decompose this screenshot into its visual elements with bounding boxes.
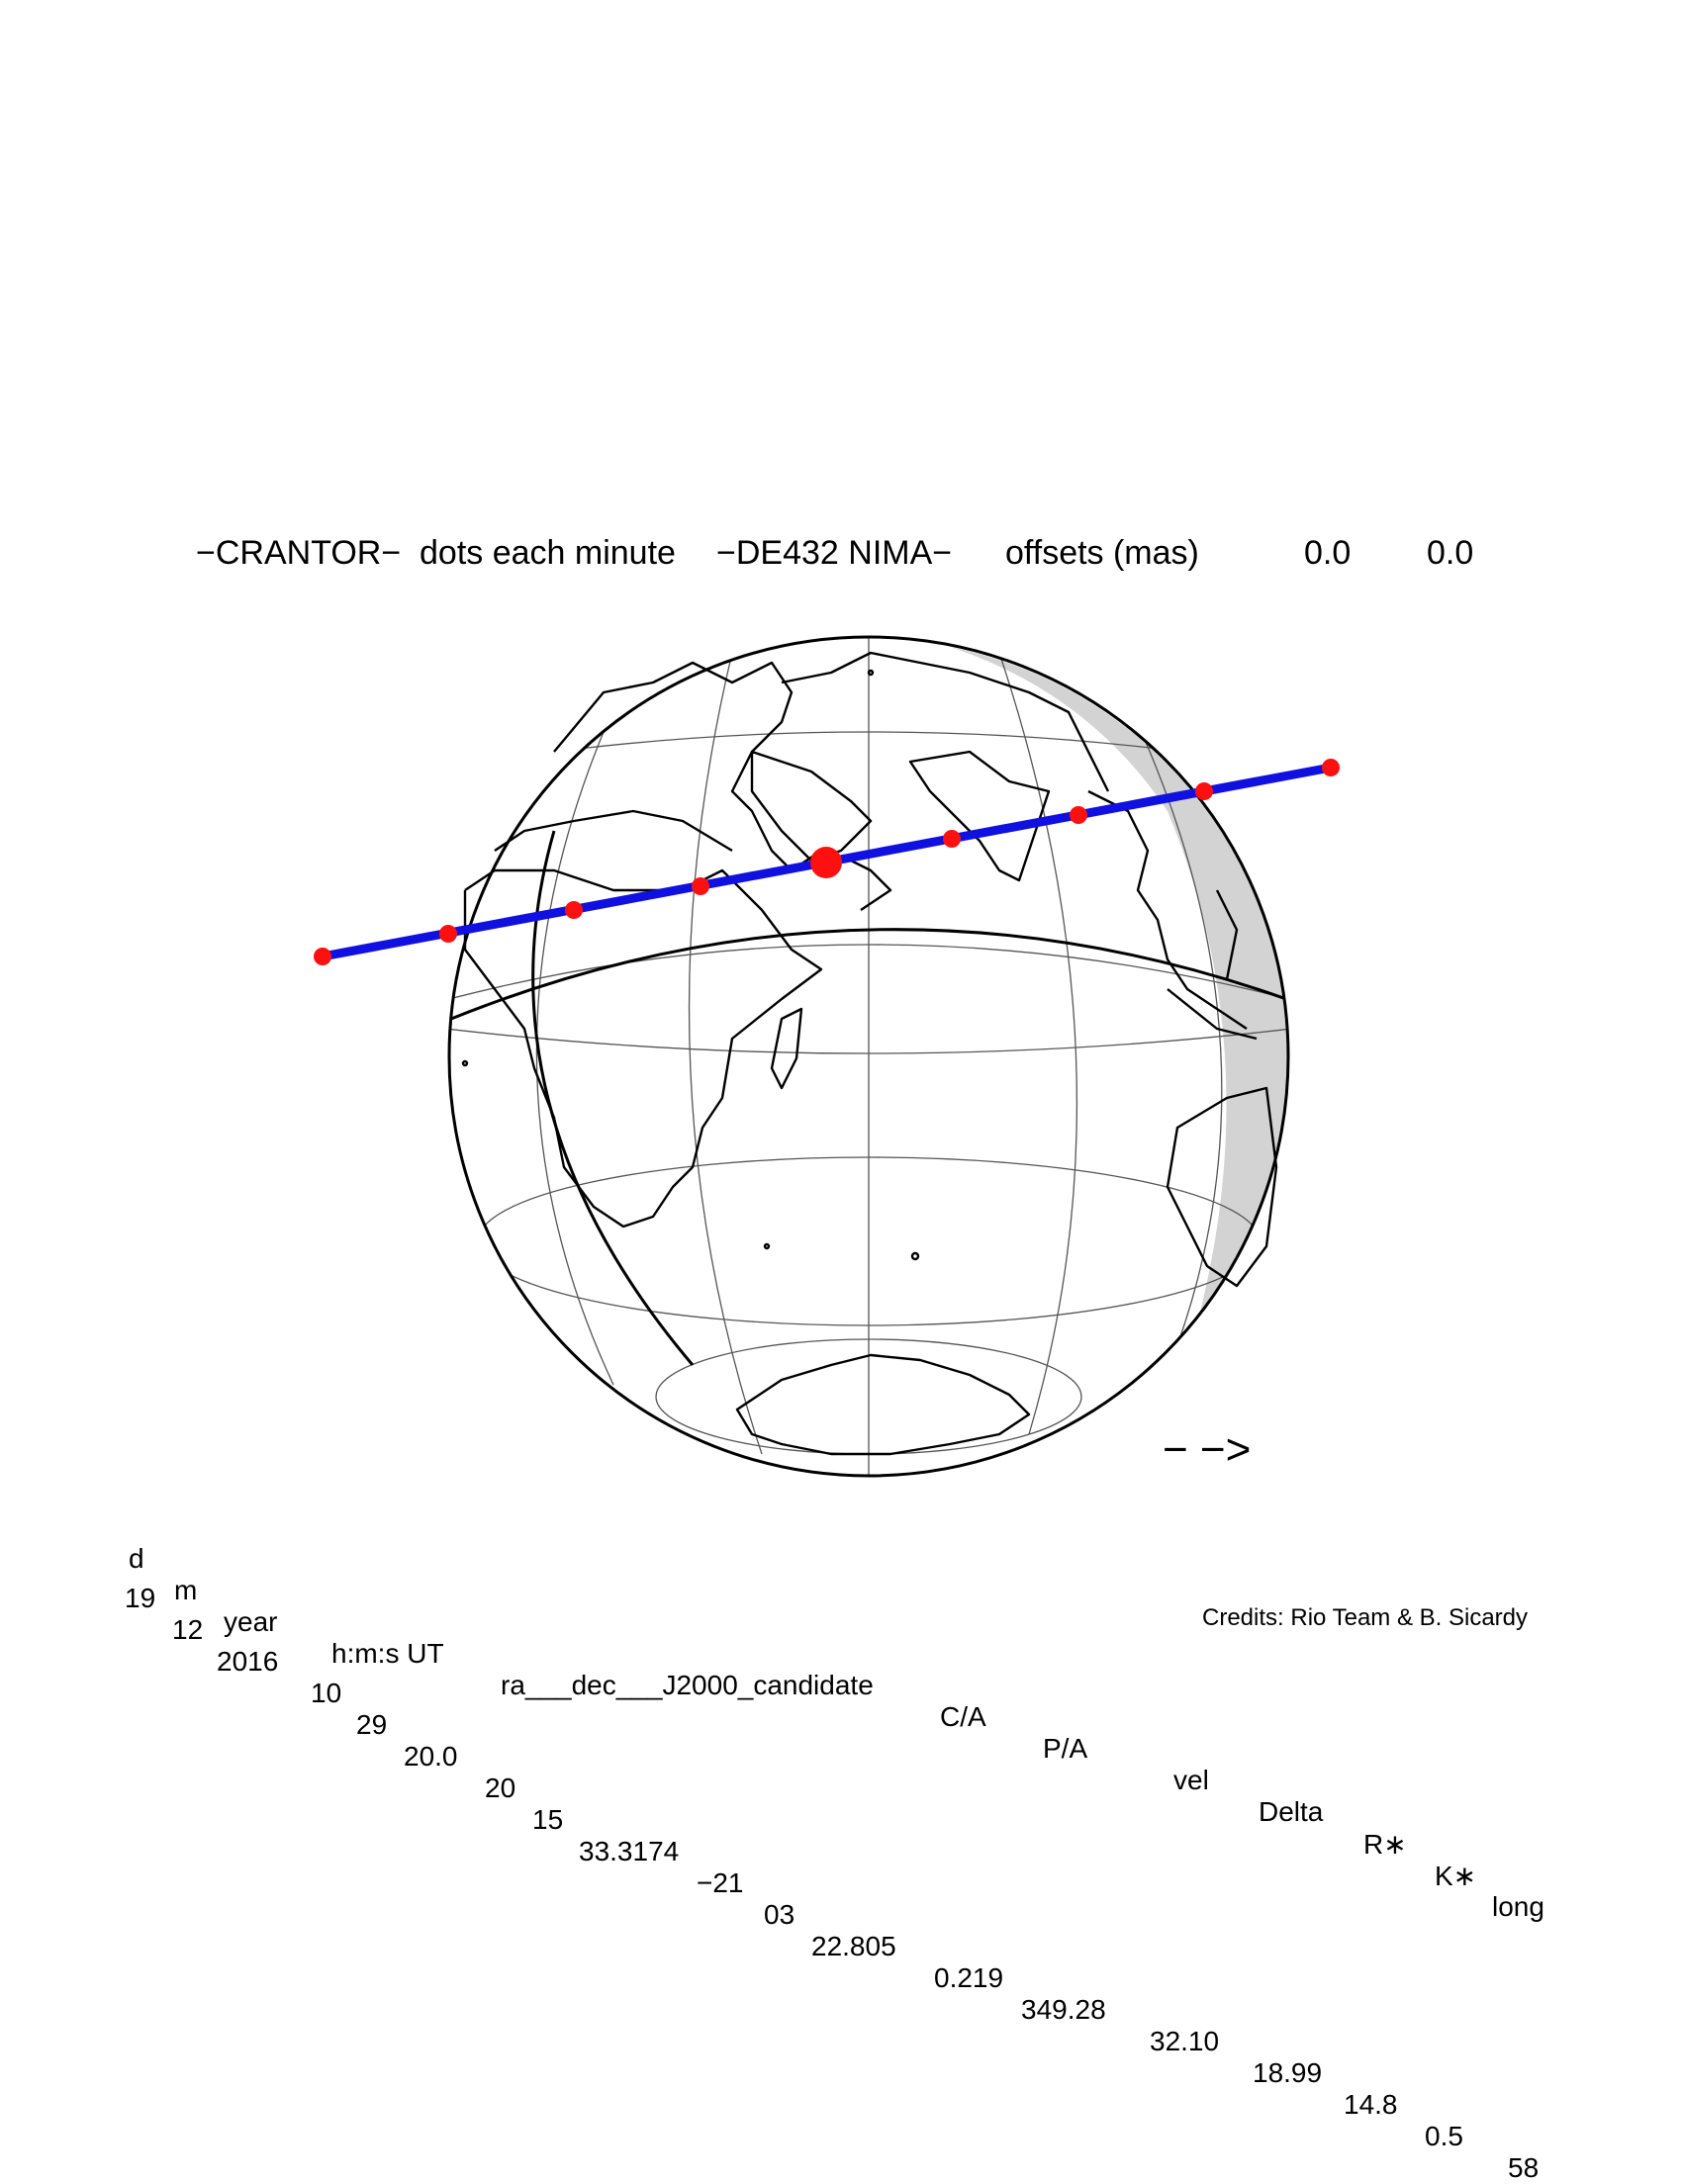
header-ca: C/A xyxy=(940,1701,986,1732)
minute-dot xyxy=(1322,759,1340,776)
value-kstar: 0.5 xyxy=(1425,2121,1463,2151)
title-ephem: −DE432 NIMA− xyxy=(716,534,953,572)
direction-arrow: − −> xyxy=(1163,1425,1251,1474)
value-delta: 18.99 xyxy=(1253,2057,1323,2088)
header-year: year xyxy=(224,1606,278,1637)
minute-dot xyxy=(1195,782,1213,800)
minute-dot xyxy=(692,877,709,895)
header-m: m xyxy=(174,1575,198,1605)
value-dec-m: 03 xyxy=(764,1899,795,1930)
value-pa: 349.28 xyxy=(1021,1994,1106,2025)
value-m: 12 xyxy=(172,1614,204,1645)
header-time: h:m:s UT xyxy=(331,1638,444,1669)
value-long: 58 xyxy=(1508,2152,1540,2183)
title-offsets-label: offsets (mas) xyxy=(1005,534,1199,572)
minute-dots xyxy=(314,759,1340,965)
chart-title: −CRANTOR− dots each minute −DE432 NIMA− … xyxy=(0,534,1682,804)
credits: Credits: Rio Team & B. Sicardy xyxy=(1202,1604,1529,1631)
value-ra-s: 33.3174 xyxy=(579,1836,680,1866)
globe-outline xyxy=(447,635,1290,1478)
value-minute: 29 xyxy=(356,1709,388,1740)
value-dec-d: −21 xyxy=(697,1867,744,1898)
header-kstar: K∗ xyxy=(1435,1861,1477,1891)
value-ra-m: 15 xyxy=(532,1804,564,1835)
value-ra-h: 20 xyxy=(485,1773,516,1803)
value-d: 19 xyxy=(125,1583,156,1613)
value-ca: 0.219 xyxy=(934,1962,1004,1993)
data-table-header: d m year h:m:s UT ra___dec___J2000_candi… xyxy=(0,1511,1544,1923)
value-dec-s: 22.805 xyxy=(811,1931,896,1961)
night-shade xyxy=(950,647,1288,1316)
minute-dot xyxy=(314,948,331,965)
value-hour: 10 xyxy=(311,1678,342,1708)
title-offset-ra: 0.0 xyxy=(1304,534,1352,572)
header-delta: Delta xyxy=(1259,1796,1324,1827)
header-vel: vel xyxy=(1173,1765,1209,1795)
minute-dot xyxy=(565,901,583,919)
header-radec: ra___dec___J2000_candidate xyxy=(501,1670,874,1700)
header-pa: P/A xyxy=(1043,1733,1088,1764)
header-long: long xyxy=(1492,1891,1544,1922)
header-rstar: R∗ xyxy=(1363,1829,1407,1860)
value-vel: 32.10 xyxy=(1150,2026,1220,2056)
header-d: d xyxy=(129,1543,144,1574)
data-table-values: 19 12 2016 10 29 20.0 20 15 33.3174 −21 … xyxy=(0,1551,1539,2184)
value-year: 2016 xyxy=(217,1646,279,1677)
title-offset-dec: 0.0 xyxy=(1427,534,1474,572)
closest-approach-dot xyxy=(810,847,842,878)
minute-dot xyxy=(1070,806,1087,824)
minute-dot xyxy=(439,925,457,943)
minute-dot xyxy=(943,830,961,848)
title-object: −CRANTOR− xyxy=(196,534,402,572)
value-second: 20.0 xyxy=(404,1741,458,1772)
value-rstar: 14.8 xyxy=(1344,2089,1398,2120)
title-dots: dots each minute xyxy=(420,534,676,572)
